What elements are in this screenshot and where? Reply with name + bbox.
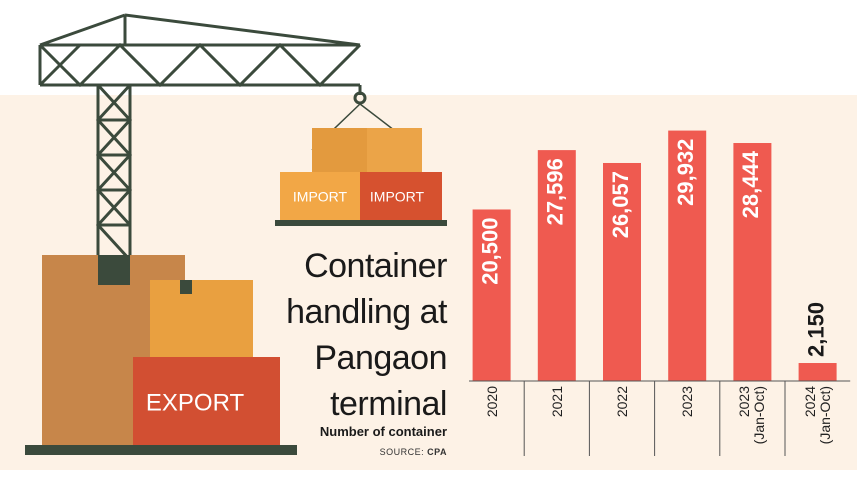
bar xyxy=(472,209,511,381)
value-label: 28,444 xyxy=(738,150,763,218)
value-label: 26,057 xyxy=(608,171,633,238)
bar xyxy=(603,162,641,381)
value-label: 2,150 xyxy=(803,302,828,357)
source-name: CPA xyxy=(427,447,447,457)
export-label: EXPORT xyxy=(146,389,245,416)
x-tick-label: 2020 xyxy=(483,386,500,418)
import-label: IMPORT xyxy=(293,189,348,205)
x-tick-label: 2024 (Jan-Oct) xyxy=(801,386,833,445)
x-tick-label: 2021 xyxy=(548,386,565,418)
source-prefix: SOURCE: xyxy=(379,447,425,457)
bar xyxy=(668,130,707,381)
value-label: 20,500 xyxy=(477,217,502,284)
chart-subtitle: Number of container xyxy=(319,424,447,439)
bar xyxy=(733,143,772,381)
chart-title: Container handling at Pangaon terminal xyxy=(286,247,447,423)
x-tick-label: 2022 xyxy=(613,386,630,418)
bar xyxy=(537,150,576,381)
bar xyxy=(798,363,837,381)
export-stack xyxy=(25,255,297,455)
import-label: IMPORT xyxy=(370,189,425,205)
import-containers xyxy=(275,128,447,226)
value-label: 27,596 xyxy=(543,158,568,225)
value-label: 29,932 xyxy=(673,139,698,206)
source: SOURCE: CPA xyxy=(380,447,447,457)
x-tick-label: 2023 (Jan-Oct) xyxy=(736,386,768,445)
x-tick-label: 2023 xyxy=(678,386,695,418)
